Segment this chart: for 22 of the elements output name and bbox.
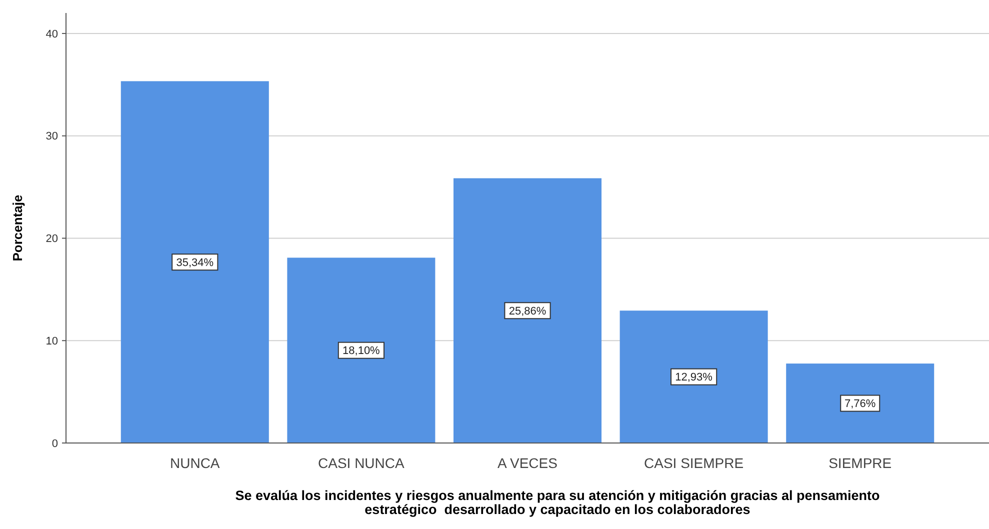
y-tick-label: 20 bbox=[46, 233, 58, 246]
x-axis-title: Se evalúa los incidentes y riesgos anualmente para su atención y mitigación gracias al pensamiento estratégico desarrollado y capacitado en los colaboradores bbox=[235, 488, 880, 517]
y-tick-label: 10 bbox=[46, 335, 58, 348]
data-label: 18,10% bbox=[342, 345, 380, 358]
x-tick-label: A VECES bbox=[498, 455, 558, 471]
data-label: 12,93% bbox=[675, 372, 713, 384]
bar bbox=[120, 81, 269, 443]
y-tick-label: 40 bbox=[46, 28, 58, 40]
bar bbox=[620, 310, 768, 443]
x-tick-label: CASI SIEMPRE bbox=[644, 455, 744, 471]
data-label: 7,76% bbox=[844, 398, 876, 410]
y-tick-label: 0 bbox=[52, 438, 58, 450]
bar bbox=[786, 364, 934, 443]
bar bbox=[453, 178, 602, 443]
x-tick-label: SIEMPRE bbox=[828, 455, 892, 471]
x-tick-label: CASI NUNCA bbox=[318, 455, 406, 471]
data-label: 25,86% bbox=[508, 305, 546, 318]
y-tick-label: 30 bbox=[46, 130, 58, 143]
data-label: 35,34% bbox=[176, 256, 214, 269]
y-axis-title: Porcentaje bbox=[10, 194, 25, 262]
x-tick-label: NUNCA bbox=[170, 455, 220, 471]
bar bbox=[287, 258, 436, 443]
